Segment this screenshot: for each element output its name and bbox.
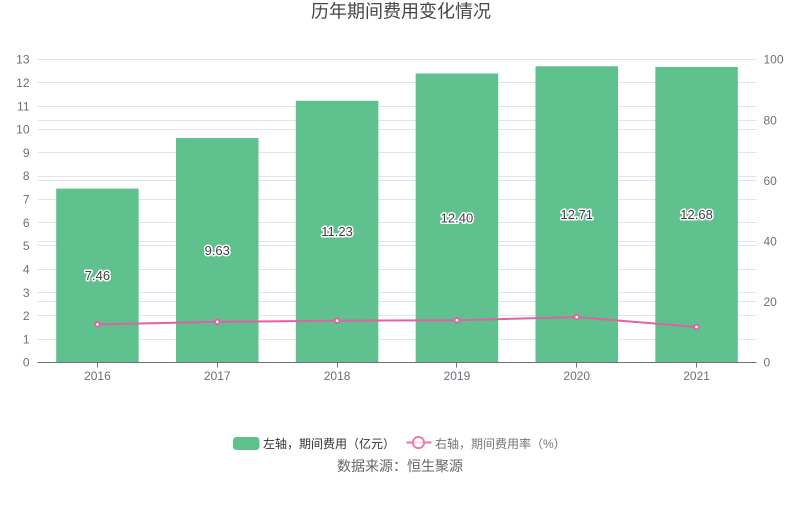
svg-text:12: 12 xyxy=(16,76,30,90)
svg-text:2019: 2019 xyxy=(444,369,471,383)
svg-text:历年期间费用变化情况: 历年期间费用变化情况 xyxy=(311,2,491,22)
svg-text:100: 100 xyxy=(764,53,784,67)
svg-text:20: 20 xyxy=(764,295,778,309)
svg-text:12.40: 12.40 xyxy=(441,210,474,225)
svg-text:2020: 2020 xyxy=(563,369,590,383)
svg-text:左轴，期间费用（亿元）: 左轴，期间费用（亿元） xyxy=(263,436,395,451)
svg-text:5: 5 xyxy=(23,239,30,253)
svg-text:2016: 2016 xyxy=(84,369,111,383)
svg-text:3: 3 xyxy=(23,286,30,300)
svg-text:60: 60 xyxy=(764,174,778,188)
svg-text:7: 7 xyxy=(23,193,30,207)
svg-text:数据来源：恒生聚源: 数据来源：恒生聚源 xyxy=(337,458,463,474)
svg-text:6: 6 xyxy=(23,216,30,230)
svg-text:0: 0 xyxy=(764,356,771,370)
svg-text:40: 40 xyxy=(764,235,778,249)
svg-text:9.63: 9.63 xyxy=(205,243,230,258)
svg-text:11: 11 xyxy=(17,99,30,113)
svg-text:8: 8 xyxy=(23,169,30,183)
svg-text:4: 4 xyxy=(23,262,30,276)
svg-text:12.68: 12.68 xyxy=(680,207,713,222)
svg-text:80: 80 xyxy=(764,113,778,127)
svg-text:1: 1 xyxy=(23,332,30,346)
svg-text:12.71: 12.71 xyxy=(560,207,593,222)
svg-text:2017: 2017 xyxy=(204,369,231,383)
svg-text:9: 9 xyxy=(23,146,30,160)
svg-text:右轴，期间费用率（%）: 右轴，期间费用率（%） xyxy=(435,436,566,451)
svg-text:2: 2 xyxy=(23,309,30,323)
svg-text:2018: 2018 xyxy=(324,369,351,383)
svg-text:10: 10 xyxy=(16,123,30,137)
svg-text:11.23: 11.23 xyxy=(321,224,353,239)
svg-text:2021: 2021 xyxy=(683,369,710,383)
svg-text:13: 13 xyxy=(16,53,30,67)
svg-text:0: 0 xyxy=(23,356,30,370)
svg-text:7.46: 7.46 xyxy=(85,268,110,283)
